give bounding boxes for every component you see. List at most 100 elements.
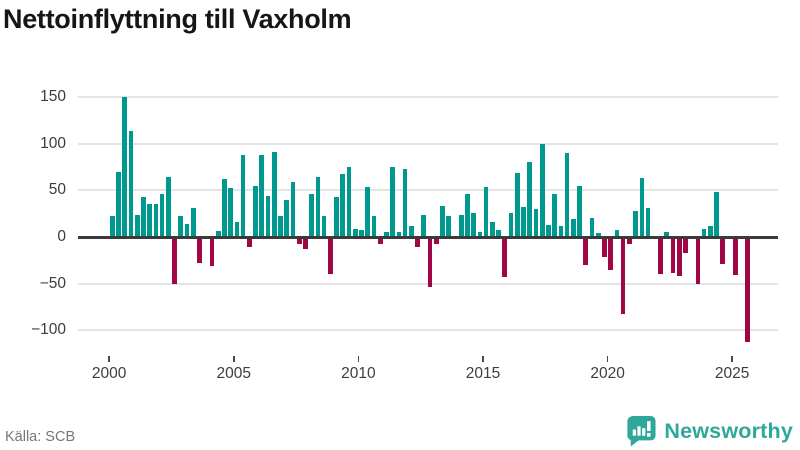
- bar-positive: [446, 216, 452, 237]
- bar-negative: [627, 237, 632, 245]
- bar-positive: [458, 214, 464, 237]
- bar-negative: [197, 237, 202, 264]
- bar-positive: [514, 172, 520, 237]
- x-axis-tick: [108, 356, 110, 362]
- gridline: [78, 329, 778, 332]
- bar-positive: [240, 154, 246, 237]
- bar-negative: [296, 237, 302, 245]
- bar-negative: [658, 237, 663, 275]
- y-axis-tick-label: 50: [48, 181, 66, 199]
- newsworthy-wordmark: Newsworthy: [664, 418, 793, 443]
- bar-positive: [402, 168, 408, 237]
- bar-negative: [732, 237, 738, 276]
- bar-positive: [141, 196, 146, 237]
- bar-positive: [546, 224, 551, 237]
- bar-positive: [234, 222, 240, 237]
- bar-positive: [589, 218, 595, 237]
- bar-positive: [440, 206, 445, 237]
- bar-positive: [271, 152, 277, 237]
- bar-positive: [371, 216, 377, 237]
- x-axis-tick-label: 2025: [714, 365, 750, 382]
- bar-negative: [247, 237, 252, 248]
- x-axis-tick-label: 2000: [91, 365, 127, 382]
- bar-negative: [608, 237, 614, 270]
- y-axis-tick-label: 150: [40, 88, 66, 105]
- gridline: [78, 189, 778, 192]
- bar-negative: [172, 237, 177, 284]
- bar-positive: [558, 225, 564, 237]
- bar-positive: [664, 232, 670, 237]
- bar-positive: [352, 228, 358, 237]
- bar-positive: [489, 222, 495, 237]
- bar-negative: [745, 237, 751, 343]
- bar-negative: [720, 237, 726, 265]
- bar-positive: [315, 177, 321, 237]
- bar-positive: [384, 232, 389, 237]
- gridline: [78, 142, 778, 145]
- bar-positive: [166, 177, 171, 237]
- bar-negative: [303, 237, 308, 250]
- bar-positive: [577, 185, 582, 237]
- x-axis-tick-label: 2005: [216, 365, 252, 382]
- chart-title: Nettoinflyttning till Vaxholm: [3, 4, 352, 34]
- x-axis-tick: [606, 356, 609, 362]
- bar-positive: [215, 231, 221, 237]
- bar-positive: [552, 194, 557, 237]
- bar-positive: [714, 192, 719, 237]
- bar-positive: [645, 208, 651, 237]
- bar-negative: [695, 237, 701, 284]
- bar-positive: [483, 186, 489, 237]
- bar-positive: [284, 199, 290, 237]
- bar-positive: [633, 210, 638, 237]
- x-axis-tick-label: 2015: [465, 365, 501, 382]
- bar-negative: [670, 237, 676, 274]
- x-axis-zero-line: [78, 235, 778, 239]
- bar-positive: [346, 167, 352, 237]
- bar-positive: [259, 154, 265, 237]
- bar-positive: [465, 194, 470, 237]
- bar-positive: [539, 143, 545, 237]
- bar-negative: [377, 237, 383, 244]
- bar-positive: [639, 178, 645, 237]
- bar-positive: [116, 171, 121, 237]
- bar-negative: [502, 237, 508, 278]
- bar-positive: [309, 194, 314, 237]
- bar-positive: [178, 215, 184, 237]
- bar-positive: [521, 207, 526, 237]
- bar-positive: [159, 194, 165, 237]
- y-axis-tick-label: −100: [31, 321, 66, 339]
- x-axis-tick: [357, 356, 360, 362]
- bar-positive: [408, 225, 414, 237]
- y-axis-tick-label: 100: [40, 134, 66, 152]
- bar-positive: [701, 228, 707, 237]
- bar-positive: [278, 216, 283, 237]
- bar-positive: [222, 179, 227, 237]
- bar-positive: [190, 208, 196, 237]
- bar-negative: [209, 237, 215, 266]
- bar-positive: [334, 196, 339, 237]
- bar-positive: [253, 185, 258, 237]
- bar-positive: [128, 130, 134, 237]
- bar-positive: [477, 232, 483, 237]
- bar-negative: [427, 237, 433, 288]
- bar-positive: [228, 188, 233, 237]
- x-axis-tick-label: 2020: [590, 365, 625, 382]
- bar-negative: [433, 237, 439, 244]
- bar-positive: [471, 212, 476, 237]
- bar-negative: [583, 237, 589, 265]
- bar-positive: [595, 233, 601, 237]
- bar-positive: [109, 216, 115, 237]
- bar-negative: [676, 237, 682, 277]
- bar-positive: [533, 209, 539, 237]
- bar-positive: [614, 230, 620, 237]
- bar-positive: [708, 225, 713, 237]
- bar-negative: [602, 237, 607, 257]
- x-axis-tick: [232, 356, 235, 362]
- bar-positive: [359, 230, 364, 237]
- bar-positive: [365, 186, 371, 237]
- x-axis-tick: [482, 356, 484, 362]
- bar-positive: [421, 214, 427, 237]
- bar-negative: [683, 237, 688, 253]
- bar-positive: [290, 181, 296, 237]
